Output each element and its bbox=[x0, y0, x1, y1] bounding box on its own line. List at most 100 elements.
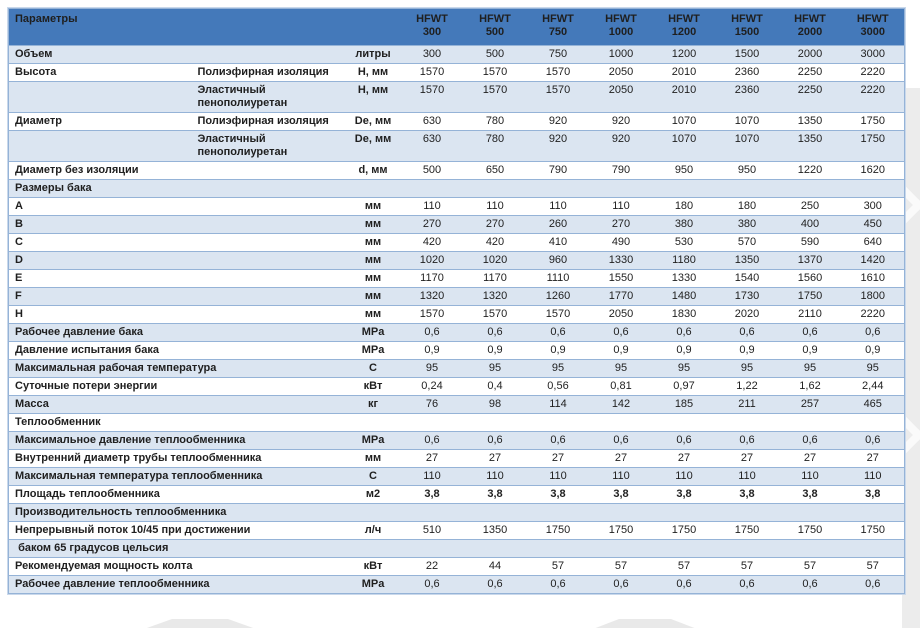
value-cell: 1750 bbox=[841, 521, 905, 540]
table-row: Рабочее давление теплообменника MPa 0,6 0,6… bbox=[8, 575, 905, 594]
value-cell: 0,6 bbox=[526, 323, 590, 342]
param-name-cell: Диаметр bbox=[8, 112, 194, 131]
unit-cell: мм bbox=[345, 251, 401, 270]
value-cell: 1350 bbox=[778, 112, 842, 131]
unit-cell: MPa bbox=[345, 323, 401, 342]
unit-cell: мм bbox=[345, 269, 401, 288]
value-cell: 0,6 bbox=[400, 575, 464, 594]
value-cell: 95 bbox=[400, 359, 464, 378]
value-cell: 1350 bbox=[463, 521, 527, 540]
value-cell: 1620 bbox=[841, 161, 905, 180]
value-cell: 1350 bbox=[778, 130, 842, 162]
param-sub-cell: Полиэфирная изоляция bbox=[193, 63, 346, 82]
value-cell: 2050 bbox=[589, 63, 653, 82]
value-cell: 1200 bbox=[652, 45, 716, 64]
table-row: Площадь теплообменника м2 3,8 3,8 3,8 3,8 3,8 3… bbox=[8, 485, 905, 504]
value-cell: 920 bbox=[589, 130, 653, 162]
value-cell: 0,9 bbox=[652, 341, 716, 360]
value-cell: 3,8 bbox=[400, 485, 464, 504]
value-cell: 2010 bbox=[652, 63, 716, 82]
param-name-cell: Диаметр без изоляции bbox=[8, 161, 346, 180]
value-cell: 110 bbox=[526, 197, 590, 216]
value-cell: 450 bbox=[841, 215, 905, 234]
value-cell: 410 bbox=[526, 233, 590, 252]
value-cell: 57 bbox=[589, 557, 653, 576]
value-cell: 0,56 bbox=[526, 377, 590, 396]
spec-table-body: Объем литры 300 500 750 1000 1200 1500 2000 3000 В… bbox=[8, 45, 905, 594]
value-cell: 1750 bbox=[778, 287, 842, 306]
table-row: Внутренний диаметр трубы теплообменника м… bbox=[8, 449, 905, 468]
value-cell: 270 bbox=[589, 215, 653, 234]
value-cell: 2360 bbox=[715, 63, 779, 82]
value-cell: 1110 bbox=[526, 269, 590, 288]
param-name-cell: Максимальное давление теплообменника bbox=[8, 431, 346, 450]
section-row: Производительность теплообменника bbox=[8, 503, 905, 522]
value-cell: 0,6 bbox=[778, 323, 842, 342]
value-cell: 2220 bbox=[841, 305, 905, 324]
value-cell: 0,6 bbox=[526, 575, 590, 594]
value-cell: 1180 bbox=[652, 251, 716, 270]
value-cell: 57 bbox=[652, 557, 716, 576]
value-cell: 0,6 bbox=[463, 431, 527, 450]
value-cell: 1550 bbox=[589, 269, 653, 288]
unit-cell: De, мм bbox=[345, 130, 401, 162]
param-name-cell bbox=[8, 81, 194, 113]
param-name-cell: Максимальная рабочая температура bbox=[8, 359, 346, 378]
value-cell: 27 bbox=[841, 449, 905, 468]
unit-cell: м2 bbox=[345, 485, 401, 504]
table-row: Максимальная рабочая температура C 95 95 95 9… bbox=[8, 359, 905, 378]
param-name-cell: E bbox=[8, 269, 346, 288]
section-label: Теплообменник bbox=[8, 413, 905, 432]
value-cell: 1540 bbox=[715, 269, 779, 288]
value-cell: 1750 bbox=[652, 521, 716, 540]
value-cell: 260 bbox=[526, 215, 590, 234]
param-name-cell: Максимальная температура теплообменника bbox=[8, 467, 346, 486]
table-row: Масса кг 76 98 114 142 185 211 257 465 bbox=[8, 395, 905, 414]
value-cell: 0,97 bbox=[652, 377, 716, 396]
value-cell: 27 bbox=[778, 449, 842, 468]
value-cell: 1020 bbox=[463, 251, 527, 270]
table-row: Рабочее давление бака MPa 0,6 0,6 0,6 0,6 0,6 0… bbox=[8, 323, 905, 342]
value-cell: 2360 bbox=[715, 81, 779, 113]
value-cell: 510 bbox=[400, 521, 464, 540]
value-cell: 1170 bbox=[463, 269, 527, 288]
value-cell: 110 bbox=[652, 467, 716, 486]
value-cell: 1070 bbox=[715, 112, 779, 131]
value-cell: 2010 bbox=[652, 81, 716, 113]
value-cell: 0,6 bbox=[526, 431, 590, 450]
value-cell: 1570 bbox=[400, 81, 464, 113]
value-cell: 0,81 bbox=[589, 377, 653, 396]
value-cell: 0,6 bbox=[841, 431, 905, 450]
value-cell: 1370 bbox=[778, 251, 842, 270]
section-row: баком 65 градусов цельсия bbox=[8, 539, 905, 558]
value-cell: 0,6 bbox=[778, 431, 842, 450]
param-name-cell: Высота bbox=[8, 63, 194, 82]
value-cell: 950 bbox=[652, 161, 716, 180]
value-cell: 1,22 bbox=[715, 377, 779, 396]
value-cell: 490 bbox=[589, 233, 653, 252]
value-cell: 300 bbox=[841, 197, 905, 216]
value-cell: 0,9 bbox=[526, 341, 590, 360]
unit-cell: мм bbox=[345, 215, 401, 234]
value-cell: 1320 bbox=[463, 287, 527, 306]
value-cell: 650 bbox=[463, 161, 527, 180]
value-cell: 27 bbox=[526, 449, 590, 468]
value-cell: 2220 bbox=[841, 81, 905, 113]
section-label: Производительность теплообменника bbox=[8, 503, 905, 522]
table-row: Давление испытания бака MPa 0,9 0,9 0,9 0,9 0,… bbox=[8, 341, 905, 360]
value-cell: 500 bbox=[400, 161, 464, 180]
value-cell: 1000 bbox=[589, 45, 653, 64]
value-cell: 185 bbox=[652, 395, 716, 414]
unit-cell: л/ч bbox=[345, 521, 401, 540]
value-cell: 27 bbox=[463, 449, 527, 468]
value-cell: 1070 bbox=[652, 112, 716, 131]
spec-table: Параметры HFWT 300 HFWT 500 HFWT 750 HFWT 1000 H… bbox=[8, 8, 905, 594]
background-watermark-strip bbox=[902, 88, 920, 628]
value-cell: 2250 bbox=[778, 81, 842, 113]
value-cell: 0,6 bbox=[463, 575, 527, 594]
value-cell: 2000 bbox=[778, 45, 842, 64]
unit-cell: кВт bbox=[345, 377, 401, 396]
